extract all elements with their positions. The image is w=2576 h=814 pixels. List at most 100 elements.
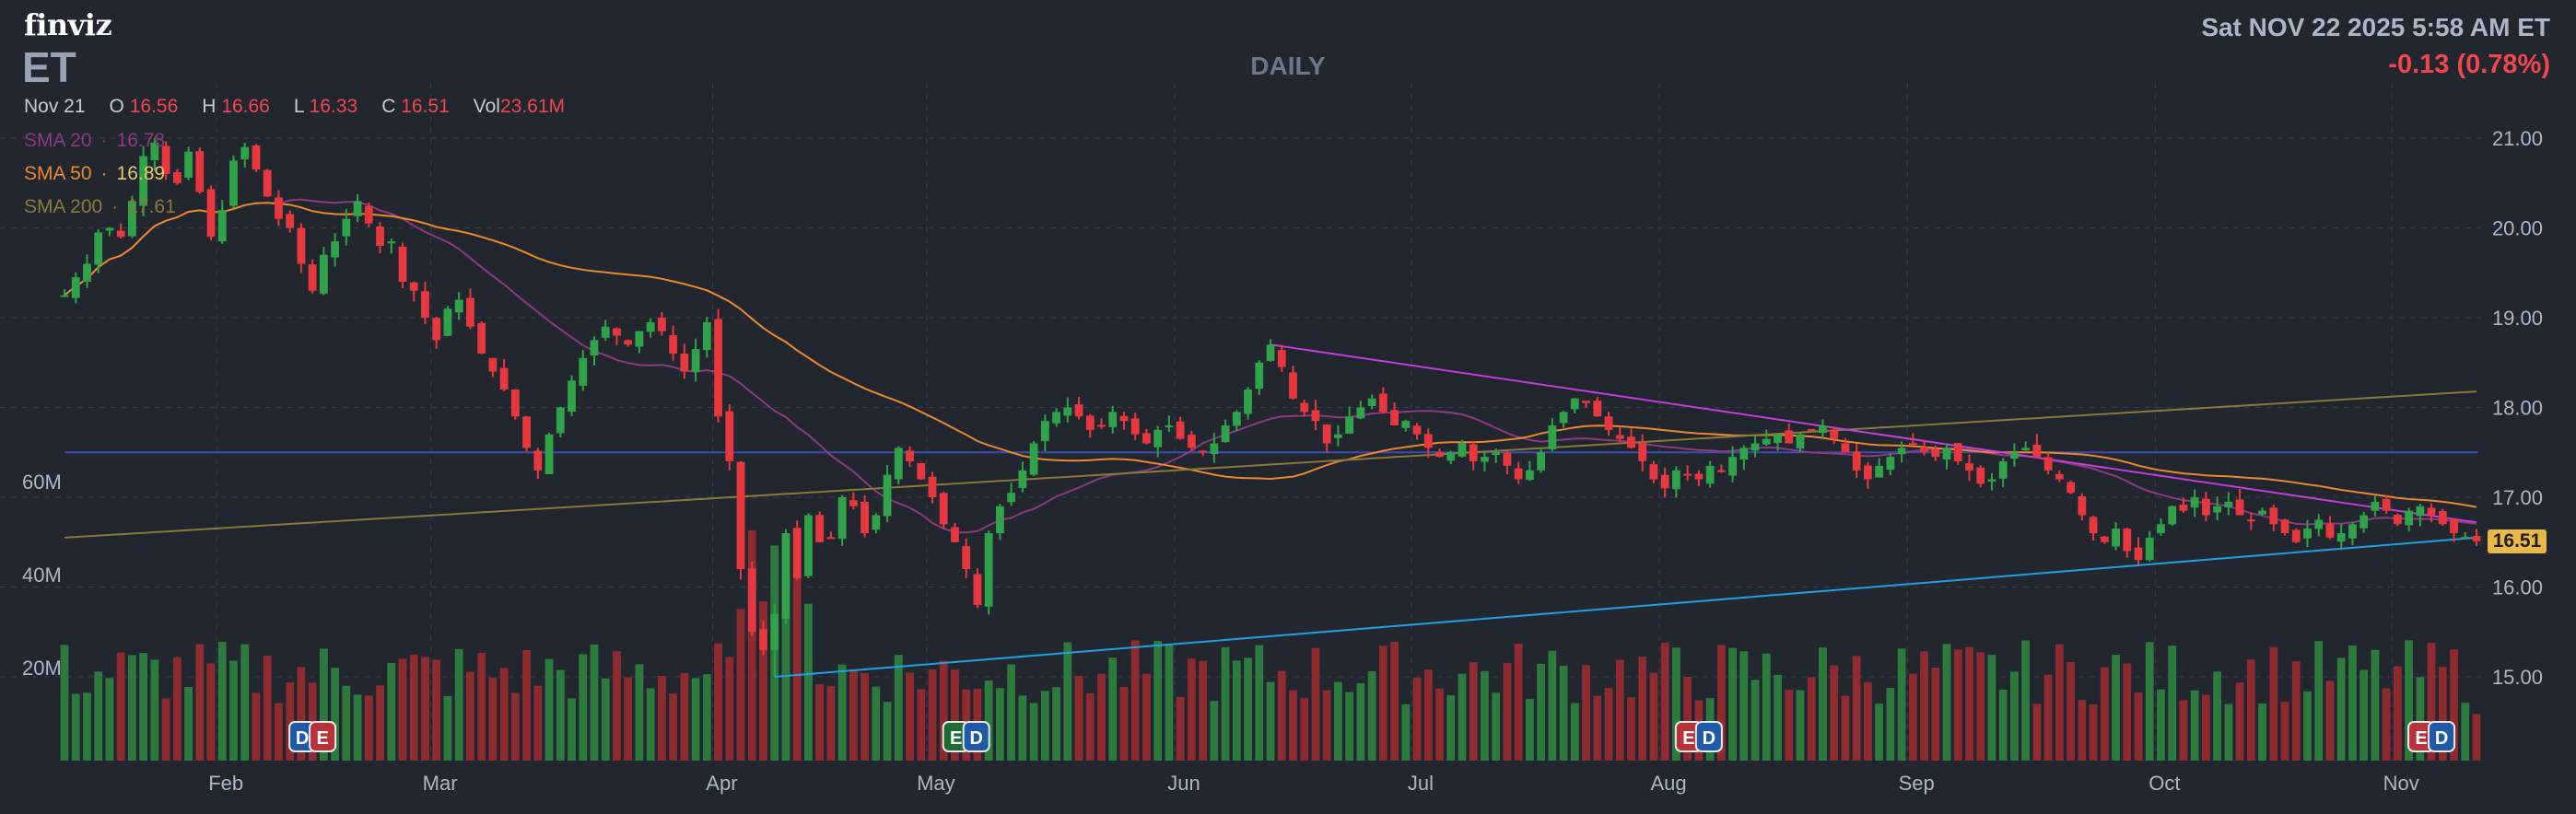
x-tick-label: Sep (1899, 772, 1935, 795)
candle-body (861, 501, 869, 533)
candle-body (1920, 447, 1928, 453)
candle-body (1537, 452, 1546, 471)
candle-body (579, 357, 588, 387)
candle-body (71, 277, 80, 298)
volume-bar (702, 674, 711, 761)
candle-body (635, 331, 644, 347)
volume-bar (1289, 690, 1297, 761)
candle-body (1830, 429, 1839, 439)
volume-bar (1920, 651, 1928, 761)
candle-body (2258, 510, 2266, 515)
open-value: 16.56 (129, 96, 179, 117)
volume-bar (624, 677, 633, 761)
event-marker-label: E (1682, 728, 1694, 749)
sma-200-legend[interactable]: SMA 200 · 17.61 (24, 196, 176, 217)
volume-label: Vol (473, 96, 500, 117)
trendlines (774, 343, 2477, 678)
candle-body (1863, 465, 1872, 480)
volume-bar (1570, 703, 1579, 761)
volume-bar (2450, 649, 2458, 761)
volume-bar (995, 688, 1004, 761)
volume-bar (1412, 677, 1422, 761)
volume-bar (1863, 681, 1872, 761)
volume-bar (1356, 682, 1365, 761)
candle-body (759, 629, 767, 650)
volume-bar (984, 680, 993, 761)
candle-body (1266, 344, 1275, 361)
candle-body (556, 407, 565, 434)
volume-bar (2382, 688, 2391, 761)
sma-50-legend[interactable]: SMA 50 · 16.89 (24, 163, 166, 184)
event-marker-label: E (950, 728, 962, 749)
finviz-logo[interactable]: finviz (24, 7, 112, 42)
candle-body (297, 227, 306, 264)
candle-body (432, 318, 441, 341)
candle-body (1716, 470, 1726, 472)
volume-value: 23.61M (499, 96, 566, 117)
volume-bar (398, 658, 407, 761)
candle-body (657, 318, 666, 331)
candle-body (590, 340, 599, 356)
volume-bar (1040, 691, 1049, 761)
volume-bar (2314, 641, 2324, 761)
volume-bar (1085, 692, 1095, 761)
volume-bar (1931, 667, 1940, 761)
candle-body (1356, 407, 1365, 419)
volume-bar (240, 644, 250, 761)
candle-body (286, 214, 295, 228)
volume-bar (2258, 703, 2266, 761)
ticker-symbol: ET (22, 43, 76, 91)
candle-body (510, 390, 520, 417)
candle-body (669, 335, 678, 354)
x-axis: Feb Mar Apr May Jun Jul Aug Sep Oct Nov (208, 772, 2419, 795)
volume-bar (2348, 645, 2357, 761)
candle-body (544, 434, 554, 475)
volume-bar (409, 654, 418, 761)
candle-body (522, 416, 531, 448)
volume-bar (1649, 672, 1658, 761)
candle-body (466, 297, 474, 327)
candle-body (1435, 452, 1444, 458)
candle-body (1886, 457, 1895, 471)
candle-body (2280, 519, 2289, 533)
y-tick-label: 16.00 (2492, 576, 2543, 599)
candle-body (499, 367, 509, 390)
volume-bar (1322, 690, 1331, 761)
volume-bar (1739, 651, 1749, 761)
candle-body (105, 227, 114, 231)
volume-bar (206, 663, 216, 761)
volume-bar (883, 702, 892, 761)
volume-bars (60, 529, 2481, 761)
volume-bar (1852, 656, 1861, 761)
candle-body (2213, 506, 2222, 513)
candle-body (477, 322, 486, 354)
candle-body (83, 263, 91, 283)
volume-bar (1942, 644, 1951, 761)
candle-body (804, 515, 813, 576)
volume-bar (2157, 689, 2165, 761)
x-tick-label: Nov (2383, 772, 2419, 795)
x-tick-label: Jun (1167, 772, 1200, 795)
sma-200-line (64, 390, 2477, 539)
candle-body (2450, 518, 2458, 533)
volume-bar (387, 663, 396, 761)
candle-body (1063, 407, 1072, 416)
volume-bar (533, 685, 543, 761)
volume-tick-label: 60M (22, 471, 62, 494)
chart-period: DAILY (1250, 52, 1326, 80)
candle-body (1130, 418, 1140, 435)
volume-bar (635, 664, 644, 761)
x-tick-label: Aug (1650, 772, 1686, 795)
candle-body (1367, 398, 1376, 406)
volume-bar (466, 671, 474, 761)
candle-body (1176, 421, 1185, 439)
sma-20-legend[interactable]: SMA 20 · 16.78 (24, 130, 166, 151)
volume-bar (872, 686, 881, 761)
volume-bar (1199, 660, 1208, 761)
volume-bar (544, 658, 554, 761)
volume-bar (443, 695, 452, 761)
volume-bar (1052, 687, 1060, 761)
candle-body (1221, 425, 1230, 443)
